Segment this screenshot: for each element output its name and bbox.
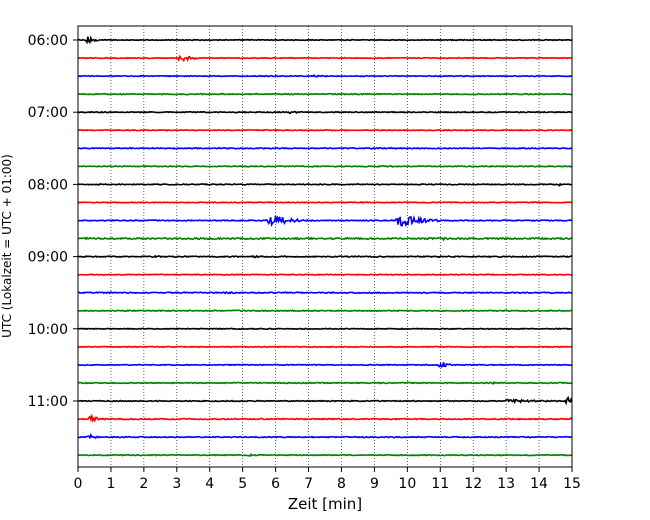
trace-0730 [77, 146, 573, 150]
x-tick-label-10: 10 [398, 476, 416, 492]
x-tick-label-14: 14 [530, 476, 548, 492]
trace-0845 [77, 236, 573, 242]
y-tick-label-0600: 06:00 [28, 33, 68, 49]
trace-1100 [77, 395, 573, 406]
trace-0930 [77, 290, 573, 295]
x-tick-label-1: 1 [106, 476, 115, 492]
plot-frame [77, 25, 573, 468]
trace-0745 [77, 164, 573, 168]
trace-0815 [77, 201, 573, 204]
trace-0645 [77, 92, 573, 96]
trace-0830 [77, 214, 573, 228]
trace-0915 [77, 273, 573, 277]
x-axis-label: Zeit [min] [288, 495, 362, 513]
x-tick-label-15: 15 [563, 476, 581, 492]
trace-0800 [77, 182, 573, 187]
x-tick-label-7: 7 [304, 476, 313, 492]
trace-0945 [77, 309, 573, 313]
x-tick-label-0: 0 [74, 476, 83, 492]
x-tick-label-12: 12 [464, 476, 482, 492]
x-tick-label-13: 13 [497, 476, 515, 492]
x-tick-label-3: 3 [172, 476, 181, 492]
trace-0700 [77, 110, 572, 115]
trace-0630 [77, 73, 573, 78]
trace-0615 [77, 54, 573, 63]
y-axis-ticks: 06:00 07:00 08:00 09:00 10:00 11:00 [28, 33, 78, 410]
y-axis-label: UTC (Lokalzeit = UTC + 01:00) [0, 154, 14, 338]
trace-1030 [77, 362, 573, 368]
y-tick-label-0800: 08:00 [28, 177, 68, 193]
x-tick-label-2: 2 [139, 476, 148, 492]
y-tick-label-0900: 09:00 [28, 250, 68, 266]
trace-1015 [77, 345, 573, 349]
x-tick-label-11: 11 [431, 476, 449, 492]
trace-1145 [77, 452, 573, 458]
x-tick-label-4: 4 [205, 476, 214, 492]
x-tick-label-8: 8 [337, 476, 346, 492]
x-tick-label-5: 5 [238, 476, 247, 492]
trace-1045 [77, 380, 573, 386]
trace-1000 [77, 327, 573, 331]
y-tick-label-0700: 07:00 [28, 105, 68, 121]
y-tick-label-1100: 11:00 [28, 394, 68, 410]
trace-0715 [77, 128, 573, 132]
y-tick-label-1000: 10:00 [28, 322, 68, 338]
x-axis-ticks: 0 1 2 3 4 5 6 7 8 9 10 11 12 13 14 15 [74, 467, 581, 492]
x-tick-label-6: 6 [271, 476, 280, 492]
trace-0600 [77, 35, 573, 45]
trace-1115 [77, 413, 573, 424]
trace-group [77, 35, 573, 458]
trace-0900 [77, 254, 573, 259]
x-tick-label-9: 9 [370, 476, 379, 492]
trace-1130 [77, 433, 573, 440]
